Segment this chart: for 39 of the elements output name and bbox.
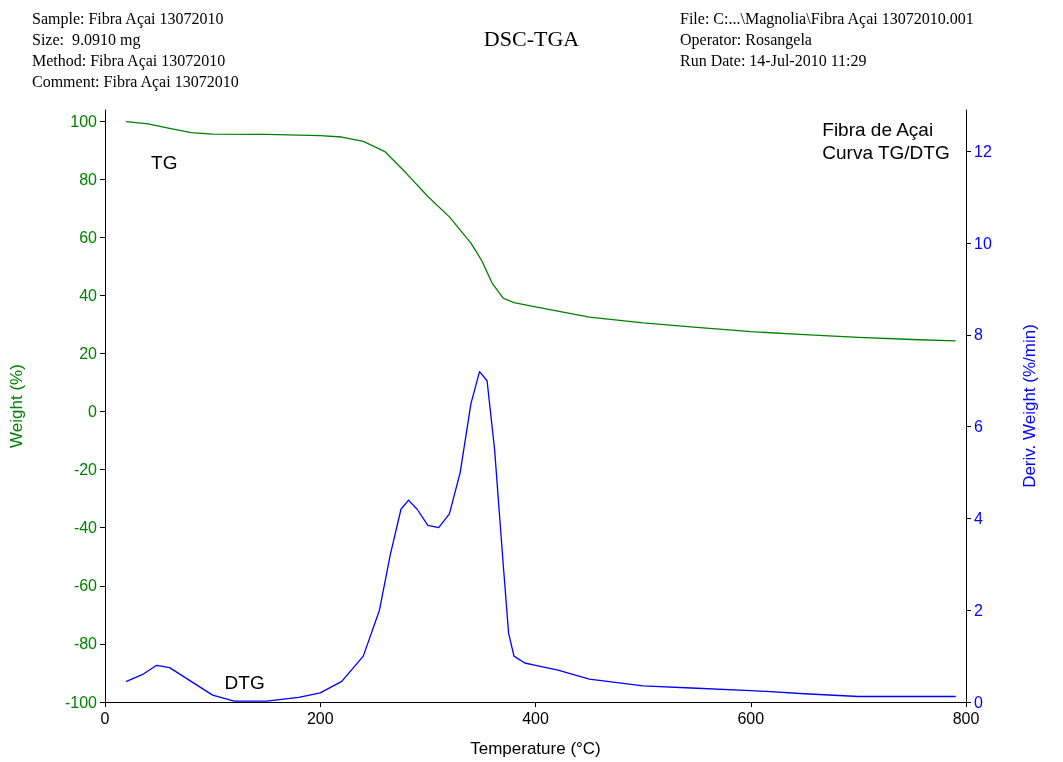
y2-tick-label: 2 [974,601,983,619]
x-tick-label: 600 [737,709,765,727]
y-tick-label: 60 [79,228,98,246]
text: Sample: Fibra Açai 13072010 [32,9,224,28]
x-tick-label: 0 [100,709,110,727]
y-tick-label: -20 [73,461,98,479]
y-tick-label: -80 [73,635,98,653]
text: Comment: Fibra Açai 13072010 [32,72,239,91]
x-tick-label: 800 [952,709,980,727]
series-label: DTG [224,671,265,693]
text: Run Date: 14-Jul-2010 11:29 [680,51,867,69]
chart-title: DSC-TGA [483,25,580,51]
y2-tick-label: 6 [974,418,983,436]
text: Operator: Rosangela [680,30,812,49]
text: File: C:...\Magnolia\Fibra Açai 13072010.001 [680,9,974,28]
y-tick-label: -100 [64,693,98,711]
y-tick-label: 40 [79,286,98,304]
y2-tick-label: 10 [974,234,992,252]
text: Size: 9.0910 mg [32,30,141,49]
line-series [125,370,956,702]
y-tick-label: 20 [79,344,98,362]
y-tick-label: -40 [73,519,98,537]
y-tick-label: 100 [70,112,98,130]
x-tick-label: 400 [522,709,549,727]
line-series [125,120,956,342]
y2-tick-label: 4 [974,509,983,527]
series-label: TG [151,151,178,173]
y2-axis-title: Deriv. Weight (%/min) [1020,324,1039,488]
y-tick-label: 0 [88,403,98,421]
annotation: Fibra de Açai Curva TG/DTG [822,119,950,163]
x-axis-title: Temperature (°C) [470,739,601,758]
y2-tick-label: 12 [974,142,992,160]
x-tick-label: 200 [306,709,334,727]
y2-tick-label: 0 [974,693,983,711]
y-tick-label: 80 [79,170,98,188]
y-tick-label: -60 [73,577,98,595]
y-axis-title: Weight (%) [7,364,26,448]
text: Method: Fibra Açai 13072010 [32,51,226,70]
y2-tick-label: 8 [974,326,983,344]
